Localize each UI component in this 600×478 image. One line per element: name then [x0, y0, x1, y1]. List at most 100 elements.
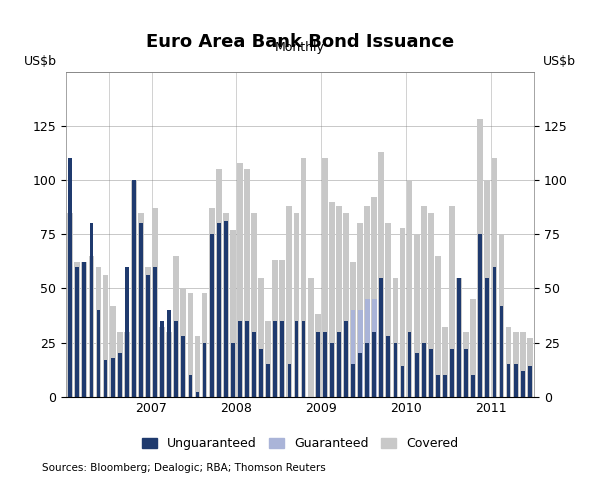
Bar [365, 343, 369, 397]
Bar [124, 332, 130, 397]
Bar [167, 310, 171, 397]
Bar [386, 336, 390, 397]
Bar [528, 367, 532, 397]
Bar [238, 321, 242, 397]
Bar [104, 360, 107, 397]
Bar [138, 213, 144, 397]
Bar [520, 332, 526, 397]
Bar [188, 293, 193, 397]
Bar [337, 332, 341, 397]
Bar [372, 299, 377, 397]
Bar [414, 234, 419, 397]
Bar [443, 375, 447, 397]
Bar [173, 256, 179, 397]
Bar [491, 158, 497, 397]
Bar [259, 349, 263, 397]
Bar [357, 223, 363, 397]
Bar [364, 206, 370, 397]
Bar [82, 262, 87, 397]
Bar [146, 275, 150, 397]
Bar [371, 197, 377, 397]
Bar [429, 349, 433, 397]
Bar [302, 321, 305, 397]
Bar [421, 206, 427, 397]
Bar [442, 327, 448, 397]
Bar [210, 234, 214, 397]
Bar [111, 358, 115, 397]
Bar [343, 213, 349, 397]
Bar [202, 293, 208, 397]
Bar [217, 223, 221, 397]
Bar [266, 364, 270, 397]
Bar [358, 353, 362, 397]
Bar [160, 321, 164, 397]
Bar [175, 321, 178, 397]
Bar [308, 278, 314, 397]
Bar [223, 213, 229, 397]
Bar [392, 278, 398, 397]
Bar [194, 336, 200, 397]
Bar [315, 315, 320, 397]
Bar [513, 332, 518, 397]
Bar [280, 260, 285, 397]
Bar [527, 338, 533, 397]
Bar [351, 364, 355, 397]
Bar [358, 310, 362, 397]
Bar [103, 275, 109, 397]
Bar [428, 213, 434, 397]
Bar [89, 223, 94, 397]
Bar [330, 343, 334, 397]
Bar [97, 310, 100, 397]
Bar [506, 364, 511, 397]
Bar [422, 343, 425, 397]
Bar [493, 267, 496, 397]
Bar [74, 262, 80, 397]
Bar [506, 327, 511, 397]
Bar [478, 120, 483, 397]
Bar [139, 223, 143, 397]
Bar [252, 332, 256, 397]
Bar [323, 332, 326, 397]
Bar [449, 206, 455, 397]
Text: US$b: US$b [543, 55, 576, 68]
Bar [450, 349, 454, 397]
Bar [379, 278, 383, 397]
Bar [322, 158, 328, 397]
Bar [301, 158, 307, 397]
Bar [316, 332, 320, 397]
Bar [401, 367, 404, 397]
Bar [231, 343, 235, 397]
Bar [152, 208, 158, 397]
Bar [484, 180, 490, 397]
Bar [500, 306, 503, 397]
Bar [521, 371, 524, 397]
Bar [385, 223, 391, 397]
Text: Monthly: Monthly [275, 41, 325, 54]
Bar [181, 288, 186, 397]
Bar [457, 278, 461, 397]
Bar [436, 375, 440, 397]
Bar [203, 343, 206, 397]
Bar [216, 169, 221, 397]
Bar [463, 332, 469, 397]
Bar [400, 228, 406, 397]
Bar [265, 321, 271, 397]
Bar [153, 267, 157, 397]
Bar [336, 206, 342, 397]
Bar [117, 332, 122, 397]
Bar [478, 234, 482, 397]
Bar [67, 213, 73, 397]
Bar [237, 163, 243, 397]
Bar [95, 267, 101, 397]
Bar [287, 364, 291, 397]
Bar [499, 234, 505, 397]
Text: US$b: US$b [24, 55, 57, 68]
Bar [373, 332, 376, 397]
Bar [125, 267, 128, 397]
Bar [159, 327, 165, 397]
Bar [329, 202, 335, 397]
Bar [89, 256, 94, 397]
Bar [295, 321, 298, 397]
Bar [394, 343, 397, 397]
Bar [188, 375, 193, 397]
